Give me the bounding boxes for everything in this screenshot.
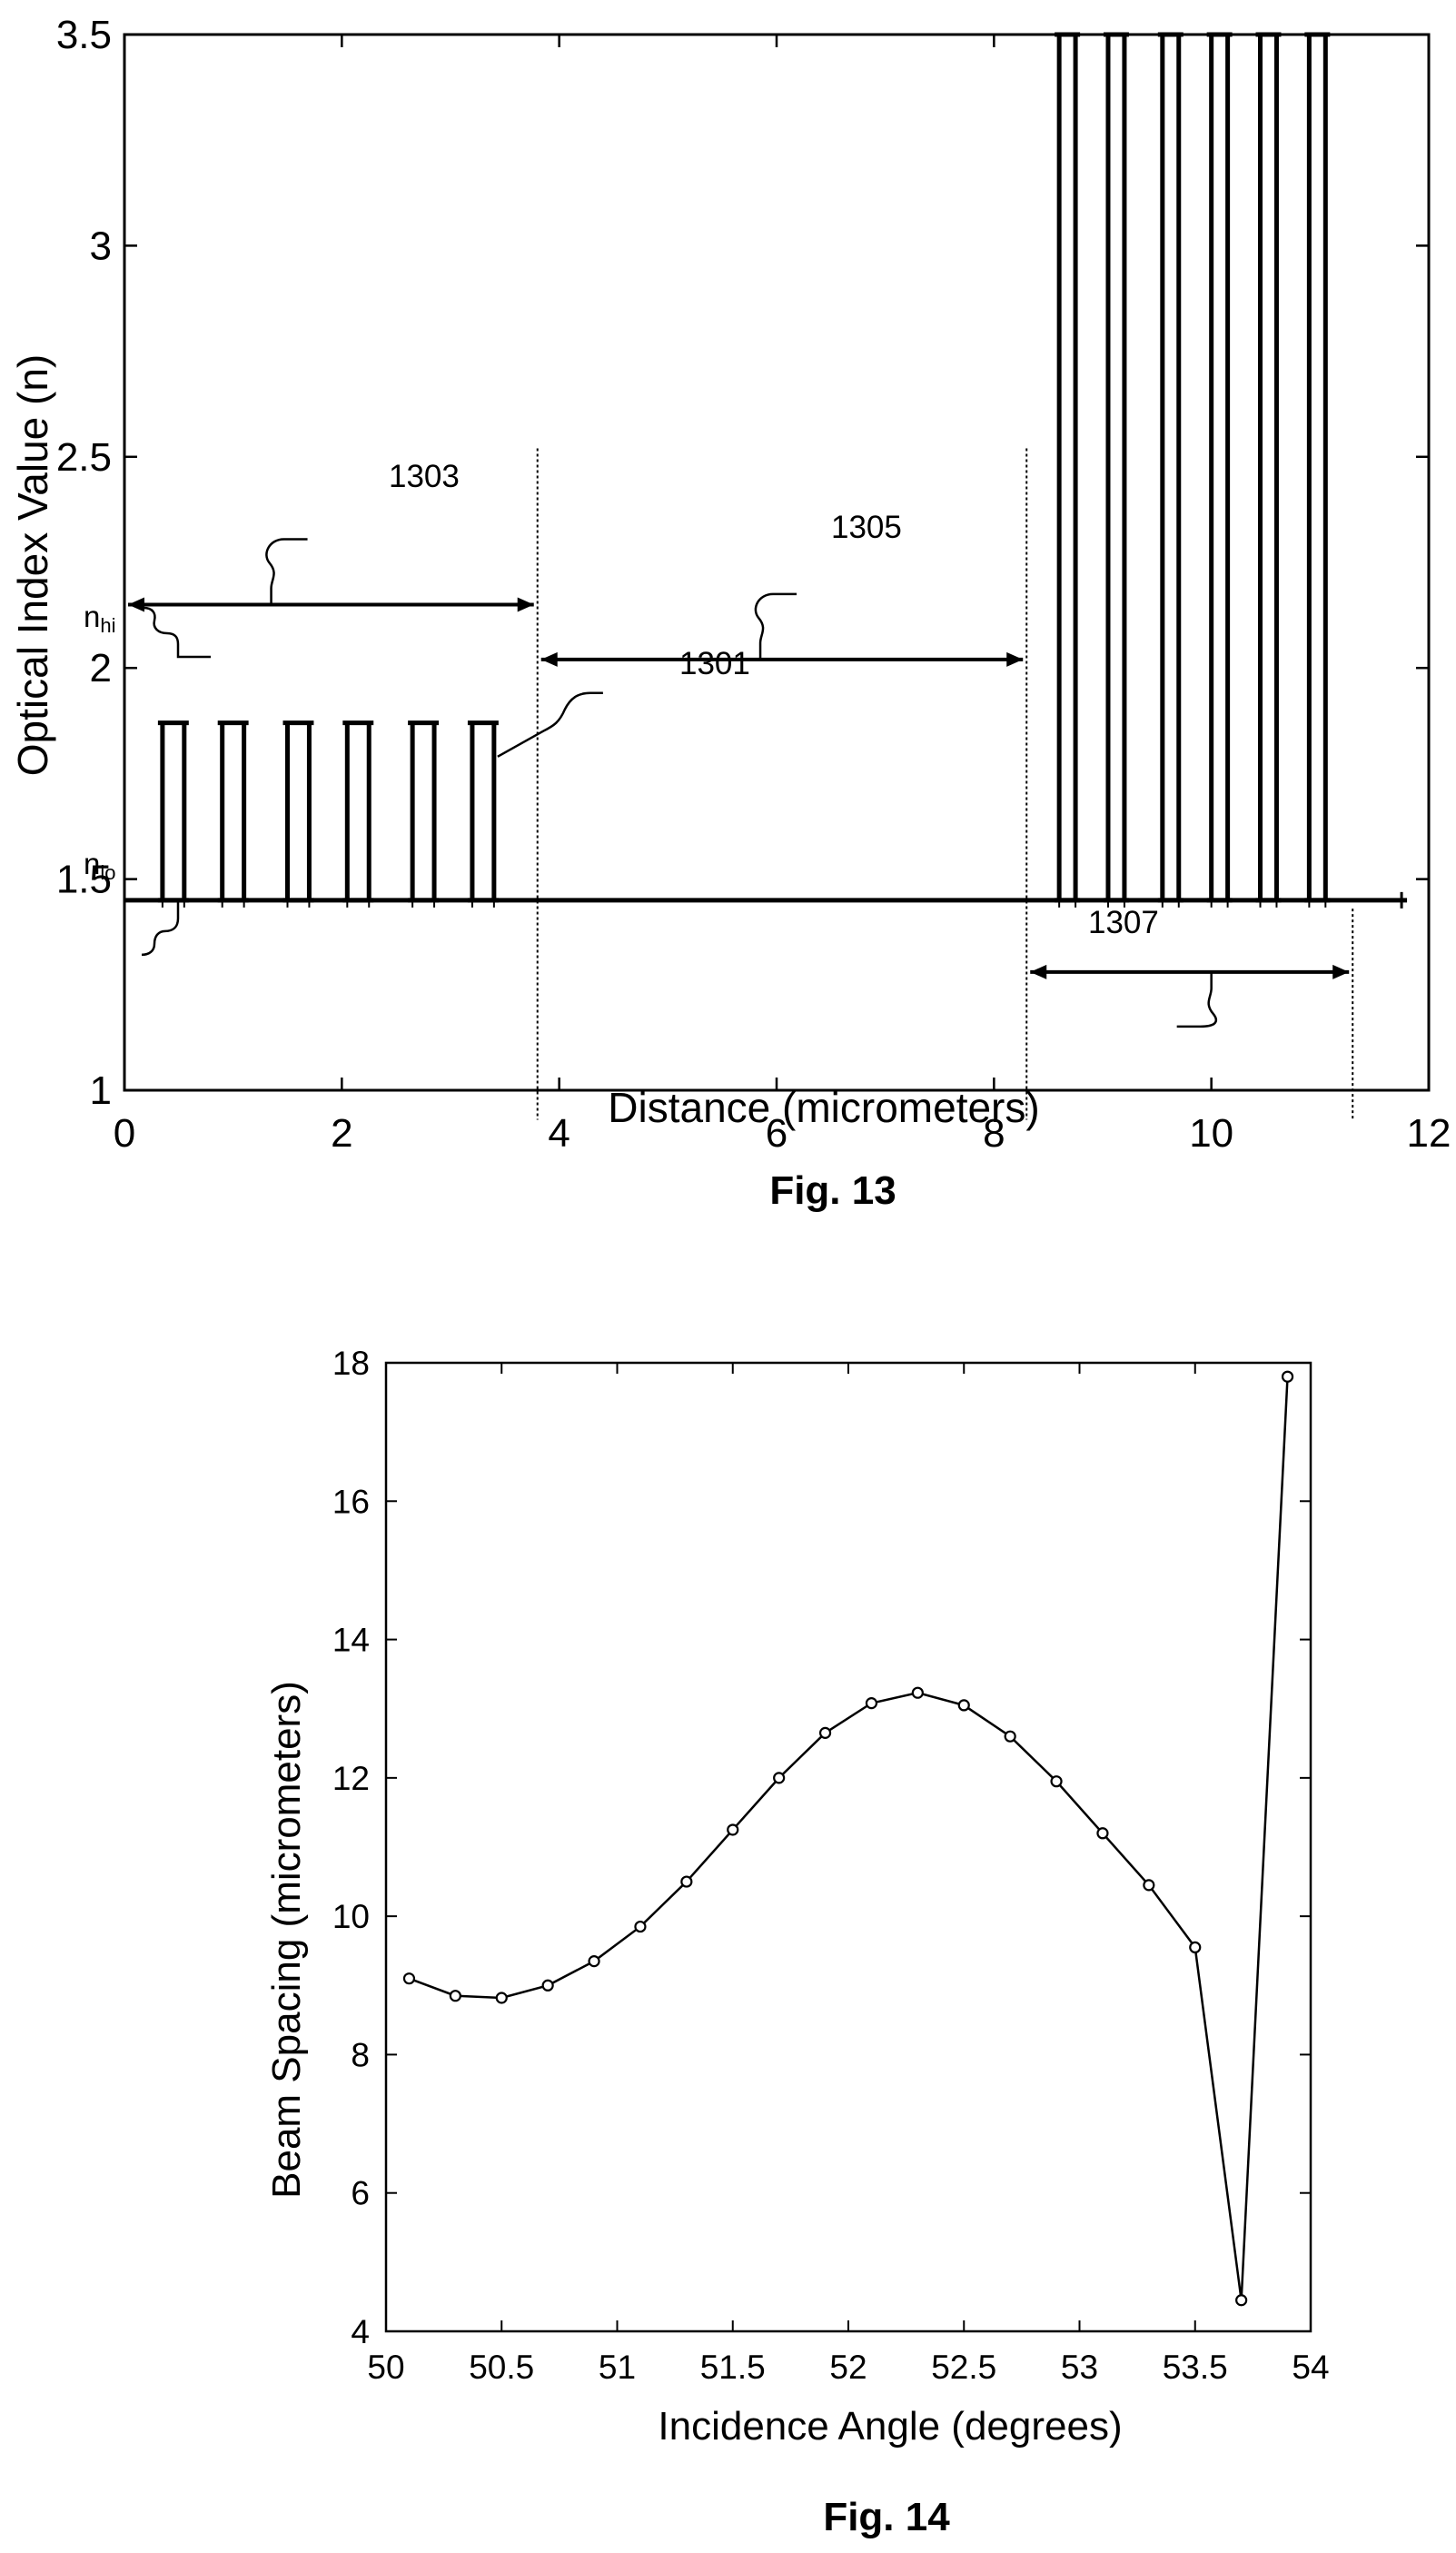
y-tick-label: 10	[332, 1898, 370, 1935]
data-point	[634, 1920, 647, 1933]
beam-spacing-series	[402, 1370, 1294, 2307]
data-point	[773, 1772, 786, 1784]
beam-spacing-chart: 50 50.5 51 51.5 52 52.5 53 53.5 54 4 6 8 10 12 14 16 18…	[264, 1345, 1330, 2539]
y-tick-label: 3.5	[56, 13, 112, 57]
y-tick-label: 3	[90, 224, 112, 268]
tick-marks	[385, 1362, 1312, 2332]
axes-frame	[384, 1361, 1312, 2333]
y-tick-label: 2.5	[56, 435, 112, 480]
x-tick-label: 12	[1407, 1111, 1451, 1156]
plot-frame	[123, 33, 1431, 1092]
data-point	[1235, 2294, 1248, 2307]
data-point	[1004, 1730, 1016, 1743]
y-tick-label: 4	[351, 2313, 370, 2350]
figure-caption: Fig. 14	[823, 2495, 950, 2539]
y-tick-label: 18	[332, 1345, 370, 1382]
data-point	[1050, 1775, 1063, 1788]
plot-frame	[384, 1361, 1312, 2333]
x-tick-label: 0	[114, 1111, 135, 1156]
data-point	[727, 1823, 739, 1836]
leader-1307	[1176, 971, 1218, 1028]
x-tick-label: 54	[1292, 2349, 1329, 2386]
x-tick-label: 2	[331, 1111, 352, 1156]
y-axis-label: Optical Index Value (n)	[9, 354, 56, 777]
data-point	[541, 1979, 554, 1992]
y-tick-label: 8	[351, 2036, 370, 2073]
data-point	[911, 1686, 924, 1699]
x-tick-label: 4	[548, 1111, 570, 1156]
x-tick-label: 10	[1189, 1111, 1233, 1156]
data-point	[449, 1990, 461, 2002]
y-tick-label: 14	[332, 1622, 370, 1659]
dimension-arrow-1303-head-right	[517, 597, 534, 612]
index-profile	[124, 32, 1408, 909]
y-tick-label: 6	[351, 2175, 370, 2212]
annotations	[128, 448, 1354, 1120]
data-point	[680, 1875, 693, 1888]
y-tick-label: 16	[332, 1483, 370, 1520]
series-line	[409, 1376, 1289, 2300]
x-tick-label: 53.5	[1163, 2349, 1228, 2386]
x-axis-label: Incidence Angle (degrees)	[658, 2404, 1122, 2449]
optical-index-chart: 0 2 4 6 8 10 12 1 1.5 2 2.5 3 3.5 Distance (microme…	[9, 13, 1451, 1213]
y-tick-label: 12	[332, 1760, 370, 1797]
data-point	[1096, 1827, 1109, 1840]
data-point	[1281, 1370, 1294, 1383]
leader-1301	[497, 691, 603, 758]
leader-n-hi	[143, 606, 211, 659]
x-tick-labels: 50 50.5 51 51.5 52 52.5 53 53.5 54	[367, 2349, 1329, 2386]
x-tick-label: 51.5	[700, 2349, 766, 2386]
x-tick-label: 52.5	[931, 2349, 996, 2386]
dimension-arrow-1305-head-right	[1006, 651, 1024, 667]
n-lo-label: nlo	[84, 847, 115, 884]
x-tick-label: 8	[983, 1111, 1005, 1156]
data-point	[1189, 1941, 1202, 1954]
ref-label-1303: 1303	[389, 459, 460, 494]
data-point	[818, 1726, 832, 1739]
y-tick-label: 1.5	[56, 858, 112, 902]
y-tick-labels: 1 1.5 2 2.5 3 3.5	[56, 13, 112, 1113]
data-point	[495, 1992, 508, 2004]
y-tick-label: 2	[90, 646, 112, 690]
dimension-arrow-1305-head-left	[540, 651, 558, 667]
x-tick-label: 52	[829, 2349, 867, 2386]
x-tick-label: 50.5	[469, 2349, 534, 2386]
y-axis-label: Beam Spacing (micrometers)	[264, 1681, 309, 2199]
n-hi-label: nhi	[84, 600, 115, 637]
dimension-arrow-1307-head-left	[1030, 964, 1047, 979]
figure-caption: Fig. 13	[769, 1168, 896, 1213]
ref-label-1307: 1307	[1088, 905, 1159, 940]
x-tick-label: 50	[367, 2349, 404, 2386]
data-point	[957, 1699, 970, 1712]
x-tick-label: 6	[766, 1111, 787, 1156]
ref-label-1301: 1301	[679, 646, 750, 681]
figure-13: 0 2 4 6 8 10 12 1 1.5 2 2.5 3 3.5 Distance (microme…	[0, 0, 1456, 1272]
x-tick-labels: 0 2 4 6 8 10 12	[114, 1111, 1451, 1156]
y-tick-label: 1	[90, 1068, 112, 1113]
x-tick-label: 51	[599, 2349, 636, 2386]
ref-label-1305: 1305	[831, 510, 902, 545]
leader-n-lo	[141, 899, 180, 957]
leader-1305	[754, 592, 797, 660]
data-point	[865, 1697, 878, 1710]
dimension-arrow-1303-head-left	[128, 597, 144, 612]
figure-14: 50 50.5 51 51.5 52 52.5 53 53.5 54 4 6 8 10 12 14 16 18…	[0, 1272, 1456, 2553]
data-point	[402, 1972, 416, 1985]
axes-frame	[123, 33, 1431, 1092]
tick-marks	[123, 33, 1431, 1092]
data-point	[588, 1955, 600, 1968]
x-tick-label: 53	[1061, 2349, 1098, 2386]
y-tick-labels: 4 6 8 10 12 14 16 18	[332, 1345, 370, 2350]
data-point	[1143, 1879, 1155, 1892]
x-axis-label: Distance (micrometers)	[608, 1084, 1039, 1131]
leader-1303	[265, 538, 308, 605]
dimension-arrow-1307-head-right	[1332, 964, 1350, 979]
